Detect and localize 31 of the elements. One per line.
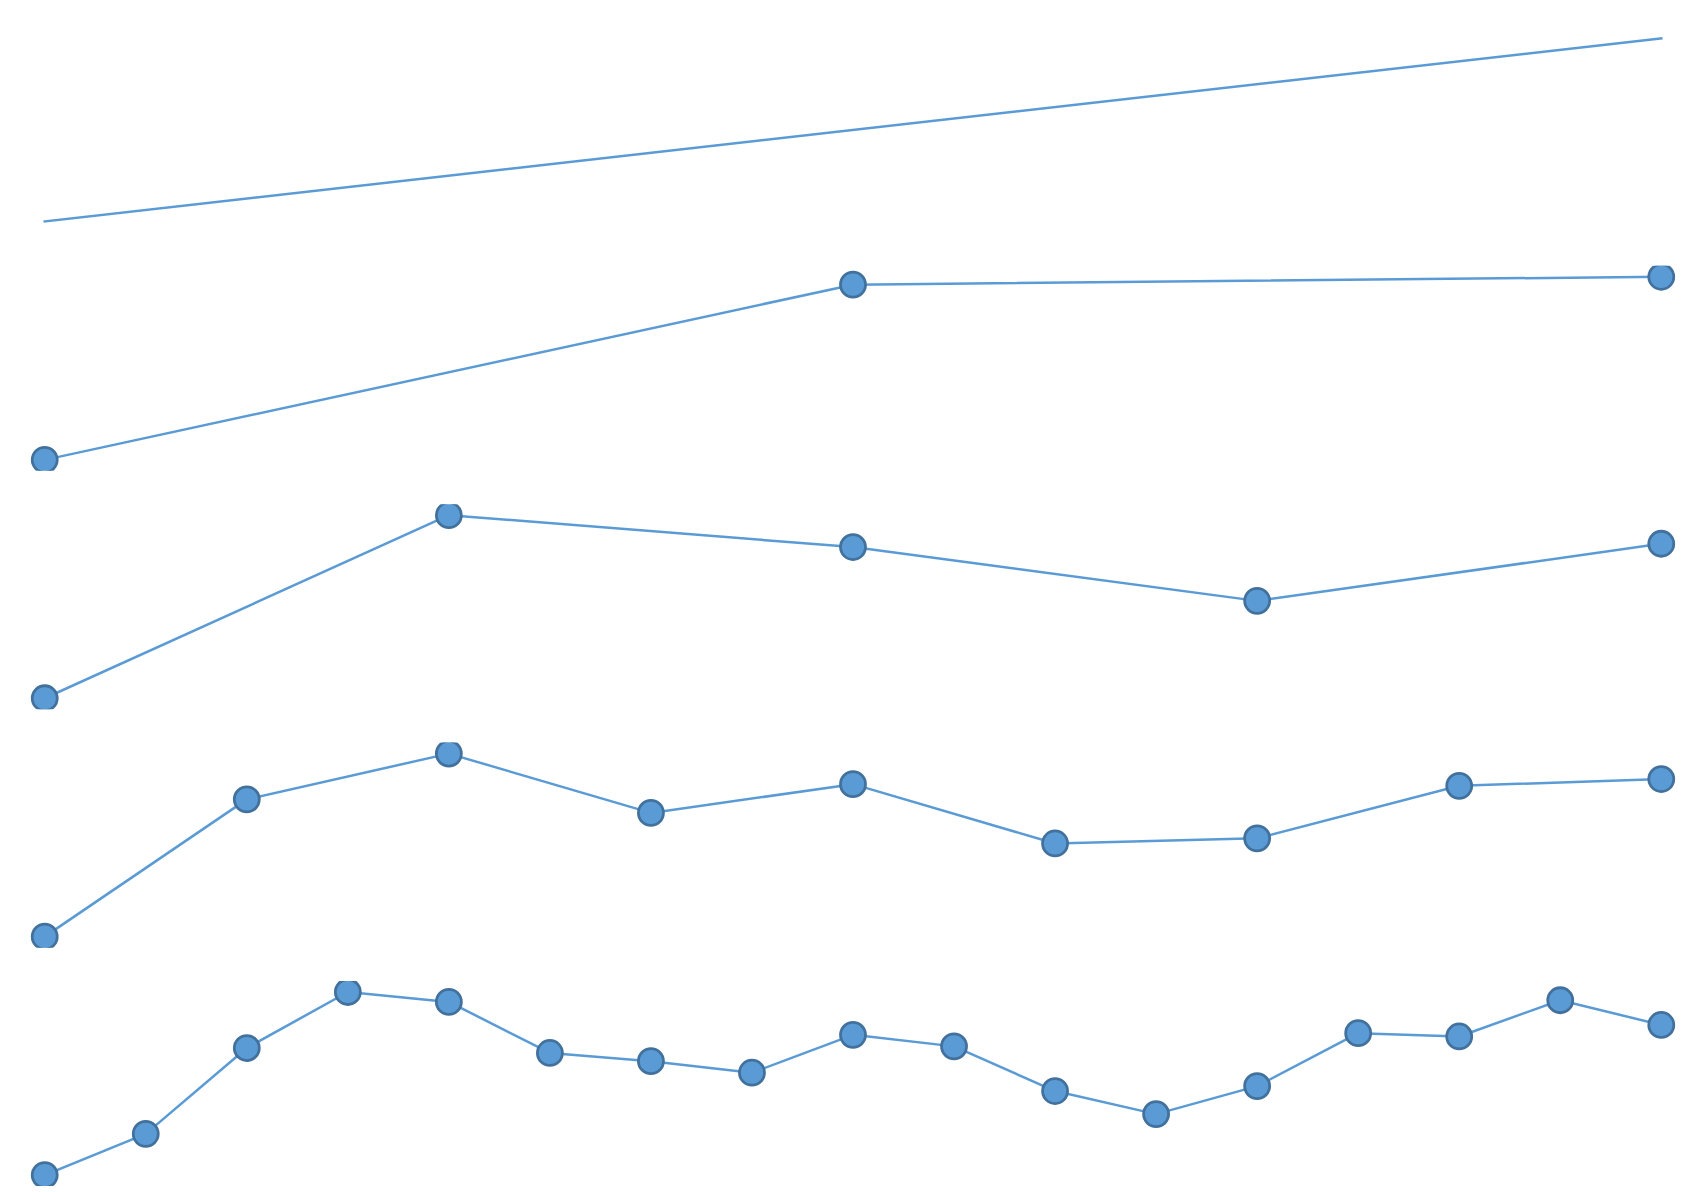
point (1445, 1022, 1474, 1051)
point (1041, 1077, 1069, 1105)
point (131, 1119, 160, 1148)
point (232, 785, 261, 814)
point (738, 1058, 766, 1087)
point (1243, 586, 1272, 615)
point (1647, 1011, 1676, 1039)
point (637, 799, 665, 827)
point (434, 742, 463, 768)
point (30, 684, 59, 710)
point (434, 504, 463, 530)
point (1243, 824, 1272, 853)
point (536, 1039, 564, 1067)
point (1142, 1100, 1170, 1128)
point (839, 770, 867, 799)
point (333, 981, 362, 1006)
point (1344, 1019, 1373, 1048)
point (940, 1032, 968, 1061)
point (637, 1047, 665, 1076)
point (1445, 771, 1474, 800)
point (434, 987, 463, 1016)
point (1647, 529, 1676, 558)
point (839, 1020, 867, 1049)
point (1243, 1072, 1272, 1100)
point (1647, 765, 1676, 793)
point (30, 922, 59, 948)
point (1041, 829, 1069, 858)
point (232, 1034, 261, 1062)
point (1546, 986, 1575, 1015)
point (30, 1161, 59, 1187)
point (839, 533, 867, 561)
